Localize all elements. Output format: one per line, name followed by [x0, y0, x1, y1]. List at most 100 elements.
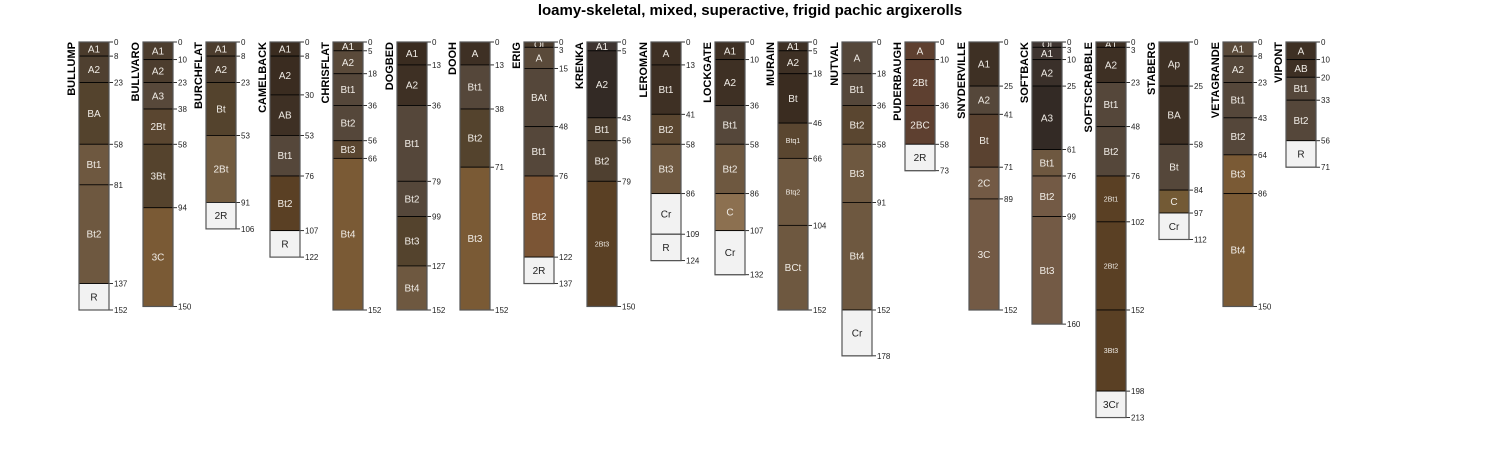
horizon-label: Bt1 — [594, 125, 609, 136]
horizon-label: R — [90, 292, 97, 303]
horizon-label: A3 — [152, 91, 165, 102]
horizon-label: Bt — [216, 105, 226, 116]
horizon — [650, 233, 682, 262]
depth-label: 43 — [622, 114, 631, 123]
depth-label: 58 — [686, 140, 695, 149]
depth-label: 41 — [686, 110, 695, 119]
horizon-label: A2 — [978, 96, 991, 107]
depth-label: 5 — [368, 47, 373, 56]
depth-label: 99 — [1067, 213, 1076, 222]
horizon-label: A1 — [1232, 45, 1245, 56]
depth-label: 23 — [178, 79, 187, 88]
depth-label: 13 — [686, 61, 695, 70]
horizon-label: 2Bt1 — [1104, 196, 1119, 203]
depth-label: 137 — [559, 280, 573, 289]
horizon — [1158, 85, 1190, 145]
depth-label: 124 — [686, 257, 700, 266]
depth-label: 38 — [495, 105, 504, 114]
depth-label: 71 — [1004, 163, 1013, 172]
horizon-label: A1 — [88, 45, 101, 56]
horizon-label: Bt1 — [849, 85, 864, 96]
depth-label: 99 — [432, 213, 441, 222]
horizon-label: A — [536, 53, 543, 64]
depth-label: 73 — [940, 167, 949, 176]
depth-label: 81 — [114, 181, 123, 190]
horizon-label: Bt2 — [722, 164, 737, 175]
horizon — [78, 82, 110, 145]
horizon-label: Bt3 — [658, 164, 673, 175]
depth-label: 58 — [178, 140, 187, 149]
depth-label: 58 — [1194, 140, 1203, 149]
profile-name: SNYDERVILLE — [956, 42, 968, 119]
depth-label: 104 — [813, 221, 827, 230]
depth-label: 76 — [305, 172, 314, 181]
depth-label: 8 — [1258, 52, 1263, 61]
horizon-label: Bt3 — [1230, 170, 1245, 181]
profile-outline — [841, 41, 873, 357]
profile-outline — [523, 41, 555, 285]
depth-label: 102 — [1131, 218, 1145, 227]
horizon-label: BA — [87, 109, 101, 120]
depth-label: 152 — [432, 306, 446, 315]
horizon-label: Bt2 — [658, 125, 673, 136]
profile-outline — [332, 41, 364, 311]
depth-label: 10 — [750, 56, 759, 65]
profile-name: BURCHFLAT — [193, 42, 205, 109]
horizon-label: R — [1297, 149, 1304, 160]
depth-label: 61 — [1067, 146, 1076, 155]
horizon-label: A2 — [215, 65, 228, 76]
depth-label: 25 — [1194, 82, 1203, 91]
depth-label: 198 — [1131, 387, 1145, 396]
depth-label: 18 — [813, 70, 822, 79]
depth-label: 106 — [241, 225, 255, 234]
depth-label: 58 — [750, 140, 759, 149]
horizon — [1222, 193, 1254, 307]
profile-name: KRENKA — [574, 42, 586, 89]
depth-label: 0 — [877, 38, 882, 47]
depth-label: 152 — [1004, 306, 1018, 315]
horizon-label: A1 — [596, 42, 609, 53]
depth-label: 36 — [432, 101, 441, 110]
horizon — [269, 94, 301, 136]
depth-label: 8 — [114, 52, 119, 61]
profile-name: SOFTBACK — [1019, 42, 1031, 103]
depth-label: 84 — [1194, 186, 1203, 195]
horizon-label: 2BC — [910, 120, 929, 131]
horizon-label: A2 — [1105, 60, 1118, 71]
profile-name: STABERG — [1146, 42, 1158, 95]
depth-label: 0 — [1258, 38, 1263, 47]
horizon — [1095, 221, 1127, 311]
horizon — [78, 143, 110, 186]
horizon-label: A3 — [1041, 113, 1054, 124]
depth-label: 112 — [1194, 235, 1207, 244]
horizon-label: Bt2 — [1103, 147, 1118, 158]
depth-label: 53 — [241, 131, 250, 140]
depth-label: 97 — [1194, 209, 1203, 218]
depth-label: 25 — [1004, 82, 1013, 91]
horizon-label: A — [1298, 46, 1305, 57]
depth-label: 76 — [1067, 172, 1076, 181]
depth-label: 23 — [1131, 79, 1140, 88]
horizon — [904, 105, 936, 145]
depth-label: 10 — [940, 56, 949, 65]
depth-label: 107 — [305, 227, 319, 236]
horizon-label: Cr — [1169, 222, 1180, 233]
profile-name: ERIG — [511, 42, 523, 69]
profile-name: DOOH — [447, 42, 459, 75]
profile-outline — [1031, 41, 1063, 325]
profile-name: BULLVARO — [130, 42, 142, 102]
horizon-label: Bt2 — [467, 134, 482, 145]
depth-label: 56 — [368, 137, 377, 146]
horizon — [1031, 175, 1063, 217]
horizon-label: Bt3 — [340, 145, 355, 156]
horizon-label: Bt1 — [1230, 96, 1245, 107]
horizon — [332, 157, 364, 311]
horizon — [396, 216, 428, 267]
horizon-label: Bt1 — [658, 85, 673, 96]
depth-label: 20 — [1321, 73, 1330, 82]
horizon-label: Bt2 — [277, 199, 292, 210]
depth-label: 86 — [750, 190, 759, 199]
horizon-label: A2 — [596, 80, 609, 91]
horizon-label: A1 — [1041, 49, 1054, 60]
